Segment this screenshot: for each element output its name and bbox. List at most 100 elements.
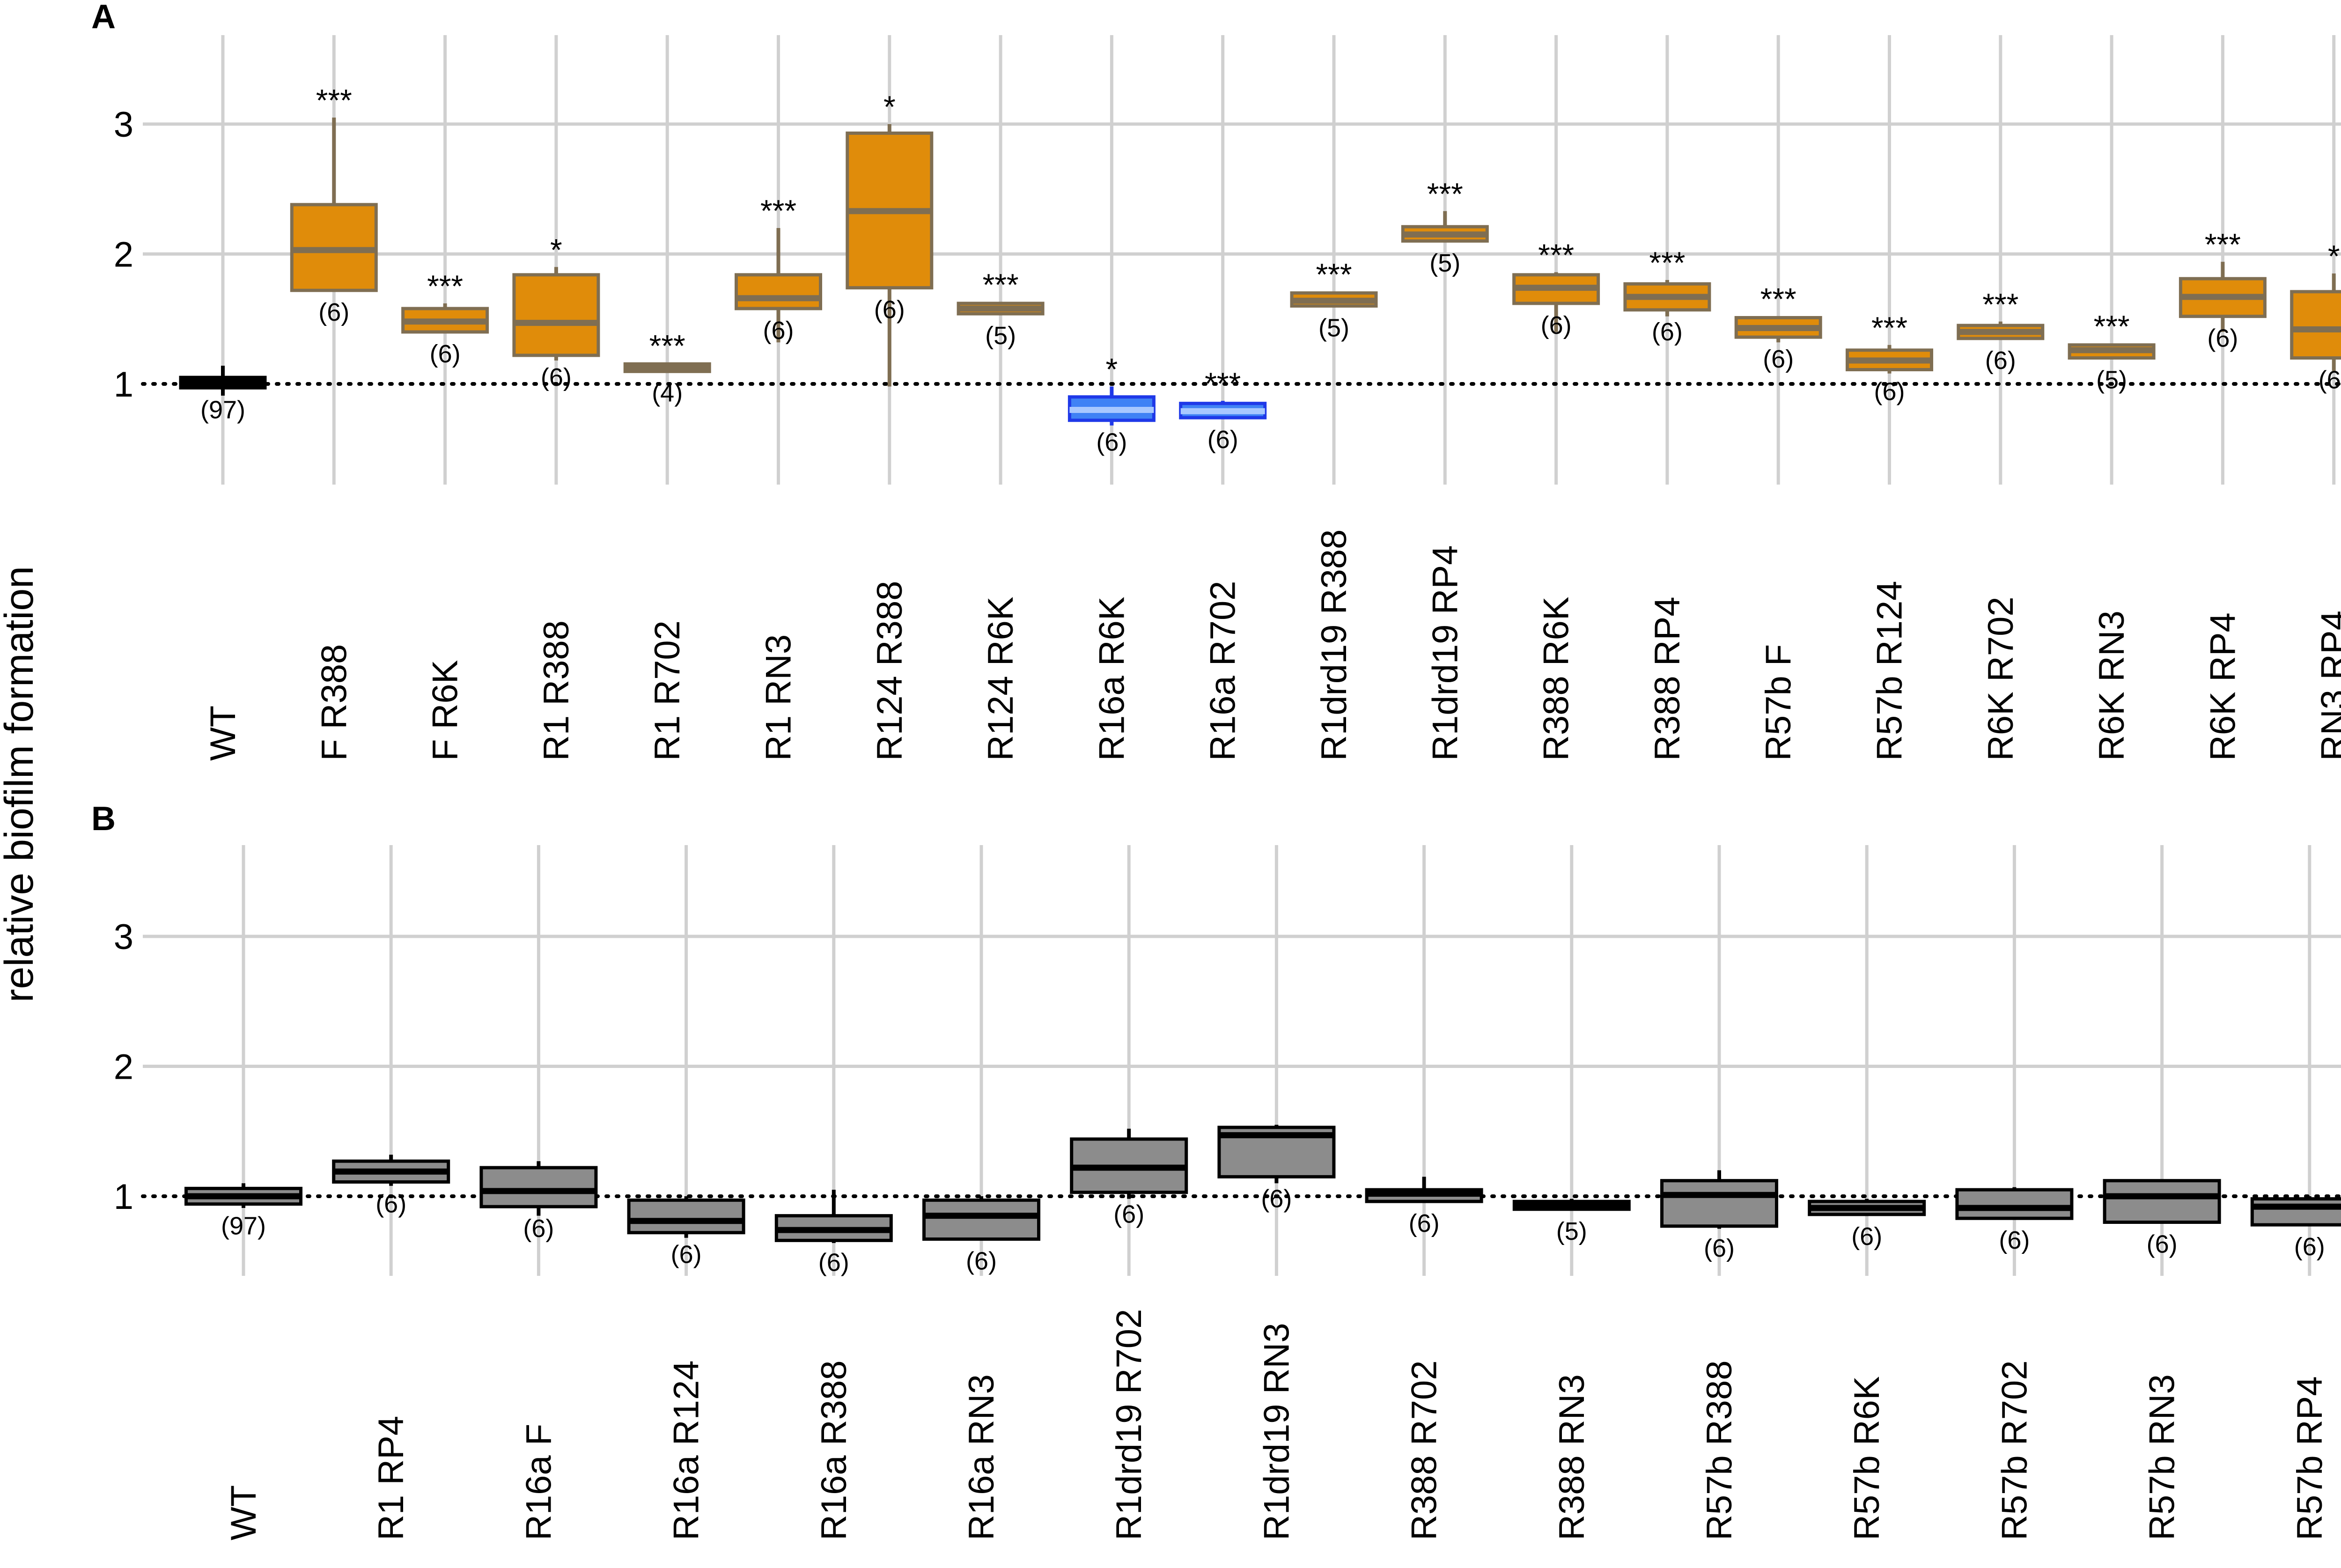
x-tick-label: R6K RN3 xyxy=(2092,611,2132,761)
box-r16a-rn3: (6) xyxy=(922,1196,1040,1275)
sample-count: (6) xyxy=(874,296,905,324)
box-r1drd19-rn3: (6) xyxy=(1217,1125,1336,1213)
significance-stars: *** xyxy=(1871,310,1907,345)
sample-count: (6) xyxy=(763,317,794,345)
significance-stars: *** xyxy=(1316,257,1352,292)
x-tick-label: R6K R702 xyxy=(1981,596,2021,761)
sample-count: (6) xyxy=(430,340,461,368)
sample-count: (97) xyxy=(200,396,245,424)
x-tick-label: R57b RN3 xyxy=(2142,1374,2182,1540)
significance-stars: *** xyxy=(2205,227,2241,262)
panel-a-grid xyxy=(143,35,2341,485)
box-r16a-r124: (6) xyxy=(627,1196,745,1269)
sample-count: (4) xyxy=(652,379,683,407)
x-tick-label: RN3 RP4 xyxy=(2314,611,2341,761)
x-tick-label: R1 RN3 xyxy=(759,634,799,761)
sample-count: (6) xyxy=(523,1215,554,1243)
box-iqr xyxy=(2290,290,2341,360)
x-tick-label: WT xyxy=(224,1485,264,1540)
sample-count: (6) xyxy=(2147,1230,2178,1259)
sample-count: (6) xyxy=(1207,426,1238,454)
sample-count: (6) xyxy=(1999,1226,2030,1254)
box-r1drd19-r388: *** (5) xyxy=(1290,257,1378,342)
significance-stars: *** xyxy=(316,83,352,118)
y-tick-label: 2 xyxy=(114,235,133,275)
x-tick-label: R16a F xyxy=(519,1424,559,1540)
x-tick-label: R16a R6K xyxy=(1092,596,1132,761)
y-axis-label: relative biofilm formation xyxy=(0,566,42,1002)
sample-count: (6) xyxy=(1261,1185,1292,1213)
sample-count: (5) xyxy=(985,322,1016,350)
significance-stars: *** xyxy=(983,267,1019,302)
panel-b: B 1 2 3 (97) WT (6) R1 RP4 (6) R16a F (6) R16a R12… xyxy=(91,800,2341,1540)
box-r6k-rn3: *** (5) xyxy=(2068,309,2156,394)
box-f-r388: *** (6) xyxy=(290,83,378,326)
significance-stars: * xyxy=(883,89,896,124)
significance-stars: *** xyxy=(1538,237,1574,272)
box-r57b-r702: (6) xyxy=(1955,1187,2074,1254)
box-r57b-f: *** (6) xyxy=(1734,282,1822,373)
panel-b-label: B xyxy=(91,800,116,838)
box-r388-rp4: *** (6) xyxy=(1623,245,1711,346)
panel-a: A 123(97)WT***(6)F R388***(6)F R6K*(6)R1… xyxy=(91,0,2341,761)
sample-count: (97) xyxy=(221,1212,266,1240)
box-r57b-r6k: (6) xyxy=(1808,1199,1926,1251)
x-tick-label: R16a R124 xyxy=(667,1361,707,1541)
significance-stars: *** xyxy=(1982,287,2018,322)
sample-count: (6) xyxy=(1985,346,2016,375)
sample-count: (6) xyxy=(1874,377,1905,405)
box-wt: (97) xyxy=(184,1183,302,1240)
significance-stars: *** xyxy=(2094,309,2130,344)
x-tick-label: R1drd19 RN3 xyxy=(1257,1323,1296,1540)
box-r16a-r388: (6) xyxy=(774,1190,893,1276)
box-iqr xyxy=(479,1166,598,1208)
x-tick-label: R1 R388 xyxy=(537,620,576,761)
x-tick-label: R1drd19 R388 xyxy=(1314,530,1354,761)
sample-count: (6) xyxy=(2294,1233,2325,1261)
box-r1-r388: * (6) xyxy=(512,232,600,391)
x-tick-label: F R6K xyxy=(426,660,465,761)
sample-count: (6) xyxy=(318,298,349,326)
x-tick-label: R388 R6K xyxy=(1537,596,1576,761)
sample-count: (5) xyxy=(1556,1217,1587,1245)
significance-stars: *** xyxy=(1205,366,1241,401)
x-tick-label: R57b R6K xyxy=(1847,1376,1887,1540)
sample-count: (6) xyxy=(671,1241,702,1269)
box-r1drd19-rp4: *** (5) xyxy=(1401,177,1489,277)
x-tick-label: R16a R388 xyxy=(814,1361,854,1541)
y-tick-label: 3 xyxy=(114,917,133,957)
significance-stars: *** xyxy=(427,269,463,303)
y-tick-label: 1 xyxy=(114,365,133,405)
sample-count: (6) xyxy=(1851,1222,1882,1251)
x-tick-label: R388 RP4 xyxy=(1648,596,1687,761)
box-r124-r388: * (6) xyxy=(846,89,934,387)
x-tick-label: R57b R388 xyxy=(1700,1361,1739,1541)
sample-count: (6) xyxy=(1763,345,1794,373)
sample-count: (6) xyxy=(375,1190,406,1218)
significance-stars: *** xyxy=(1427,177,1463,211)
box-r388-rn3: (5) xyxy=(1512,1199,1631,1245)
box-iqr xyxy=(2103,1179,2221,1224)
x-tick-label: R124 R388 xyxy=(870,581,910,761)
box-r124-r6k: *** (5) xyxy=(957,267,1045,350)
significance-stars: *** xyxy=(1649,245,1685,280)
box-f-r6k: *** (6) xyxy=(401,269,489,368)
x-tick-label: R388 RN3 xyxy=(1552,1374,1592,1540)
sample-count: (6) xyxy=(1541,311,1572,339)
significance-stars: *** xyxy=(1760,282,1796,317)
sample-count: (6) xyxy=(1704,1234,1735,1262)
box-iqr xyxy=(1660,1179,1778,1228)
sample-count: (6) xyxy=(2319,366,2341,394)
box-iqr xyxy=(735,273,822,310)
y-tick-label: 1 xyxy=(114,1177,133,1217)
x-tick-label: R1drd19 R702 xyxy=(1109,1309,1149,1540)
sample-count: (6) xyxy=(818,1248,849,1276)
sample-count: (6) xyxy=(1096,428,1127,456)
box-r1-rn3: *** (6) xyxy=(735,193,822,345)
x-tick-label: R1 R702 xyxy=(648,620,687,761)
x-tick-label: R1 RP4 xyxy=(371,1416,411,1540)
box-r6k-rp4: *** (6) xyxy=(2179,227,2267,353)
x-tick-label: R124 R6K xyxy=(981,596,1021,761)
x-tick-label: R57b F xyxy=(1759,644,1798,761)
